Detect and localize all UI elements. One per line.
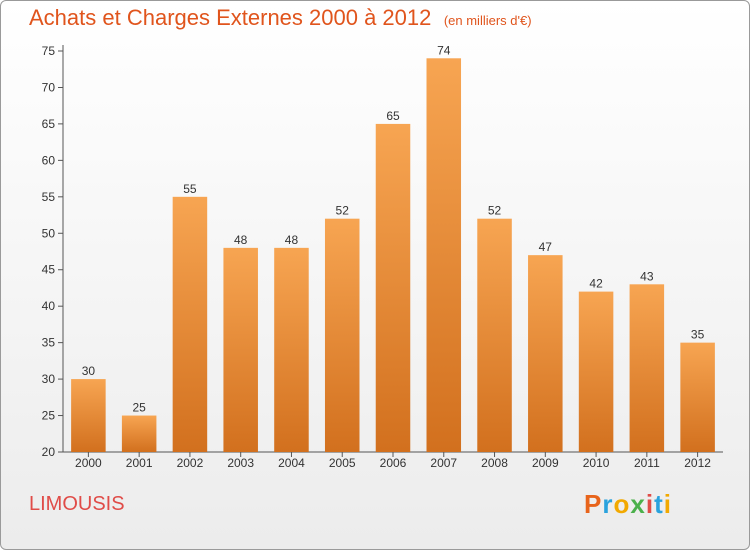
bar [274,247,309,452]
bar [528,255,563,452]
title-row: Achats et Charges Externes 2000 à 2012 (… [29,5,532,31]
data-label: 52 [336,204,350,218]
brand-letter: x [630,489,646,519]
x-tick-label: 2012 [684,456,711,470]
y-tick-label: 20 [42,445,56,459]
bar [223,247,258,452]
data-label: 65 [386,109,400,123]
brand-letter: o [613,489,631,519]
brand-letter: i [663,489,672,519]
data-label: 25 [132,401,146,415]
y-tick-label: 25 [42,409,56,423]
x-tick-label: 2003 [227,456,254,470]
data-label: 55 [183,182,197,196]
commune-name: LIMOUSIS [29,493,125,515]
y-tick-label: 65 [42,117,56,131]
data-label: 48 [234,233,248,247]
y-tick-label: 60 [42,153,56,167]
y-tick-label: 55 [42,190,56,204]
bar [172,196,208,452]
brand-letter: r [602,489,614,519]
y-tick-label: 75 [42,44,56,58]
bar [426,58,462,453]
bar [629,284,665,452]
x-tick-label: 2004 [278,456,305,470]
data-label: 48 [285,233,299,247]
data-labels: 30 25 55 48 48 52 65 74 52 47 42 43 35 [82,43,705,414]
x-tick-label: 2007 [430,456,457,470]
data-label: 47 [539,240,553,254]
x-tick-label: 2008 [481,456,508,470]
y-tick-label: 30 [42,372,56,386]
x-tick-label: 2000 [75,456,102,470]
y-tick-label: 70 [42,80,56,94]
data-label: 74 [437,43,451,57]
brand-letter: i [645,489,655,519]
data-label: 42 [589,277,603,291]
data-label: 43 [640,269,654,283]
bar [477,218,512,452]
brand-letter: t [654,489,664,519]
y-tick-label: 35 [42,336,56,350]
x-tick-label: 2010 [583,456,610,470]
x-tick-label: 2005 [329,456,356,470]
y-tick-label: 50 [42,226,56,240]
brand-logo[interactable]: Proxiti [584,489,672,520]
x-tick-label: 2009 [532,456,559,470]
x-tick-label: 2001 [126,456,153,470]
data-label: 52 [488,204,502,218]
x-tick-label: 2002 [177,456,204,470]
bar [578,291,614,452]
bar [375,123,411,452]
y-tick-label: 45 [42,263,56,277]
bars [71,58,715,453]
bar [324,218,360,452]
data-label: 30 [82,364,96,378]
chart-subtitle: (en milliers d'€) [443,13,532,28]
bar [71,379,106,452]
bar [121,415,157,452]
bar [680,342,715,452]
x-tick-label: 2011 [634,456,660,470]
x-tick-label: 2006 [380,456,407,470]
data-label: 35 [691,328,705,342]
y-tick-label: 40 [42,299,56,313]
chart-title: Achats et Charges Externes 2000 à 2012 [29,5,432,30]
axes: 20 25 30 35 40 45 50 55 60 65 70 75 2000 2001 2002 2003… [42,44,723,470]
brand-letter: P [584,489,603,519]
